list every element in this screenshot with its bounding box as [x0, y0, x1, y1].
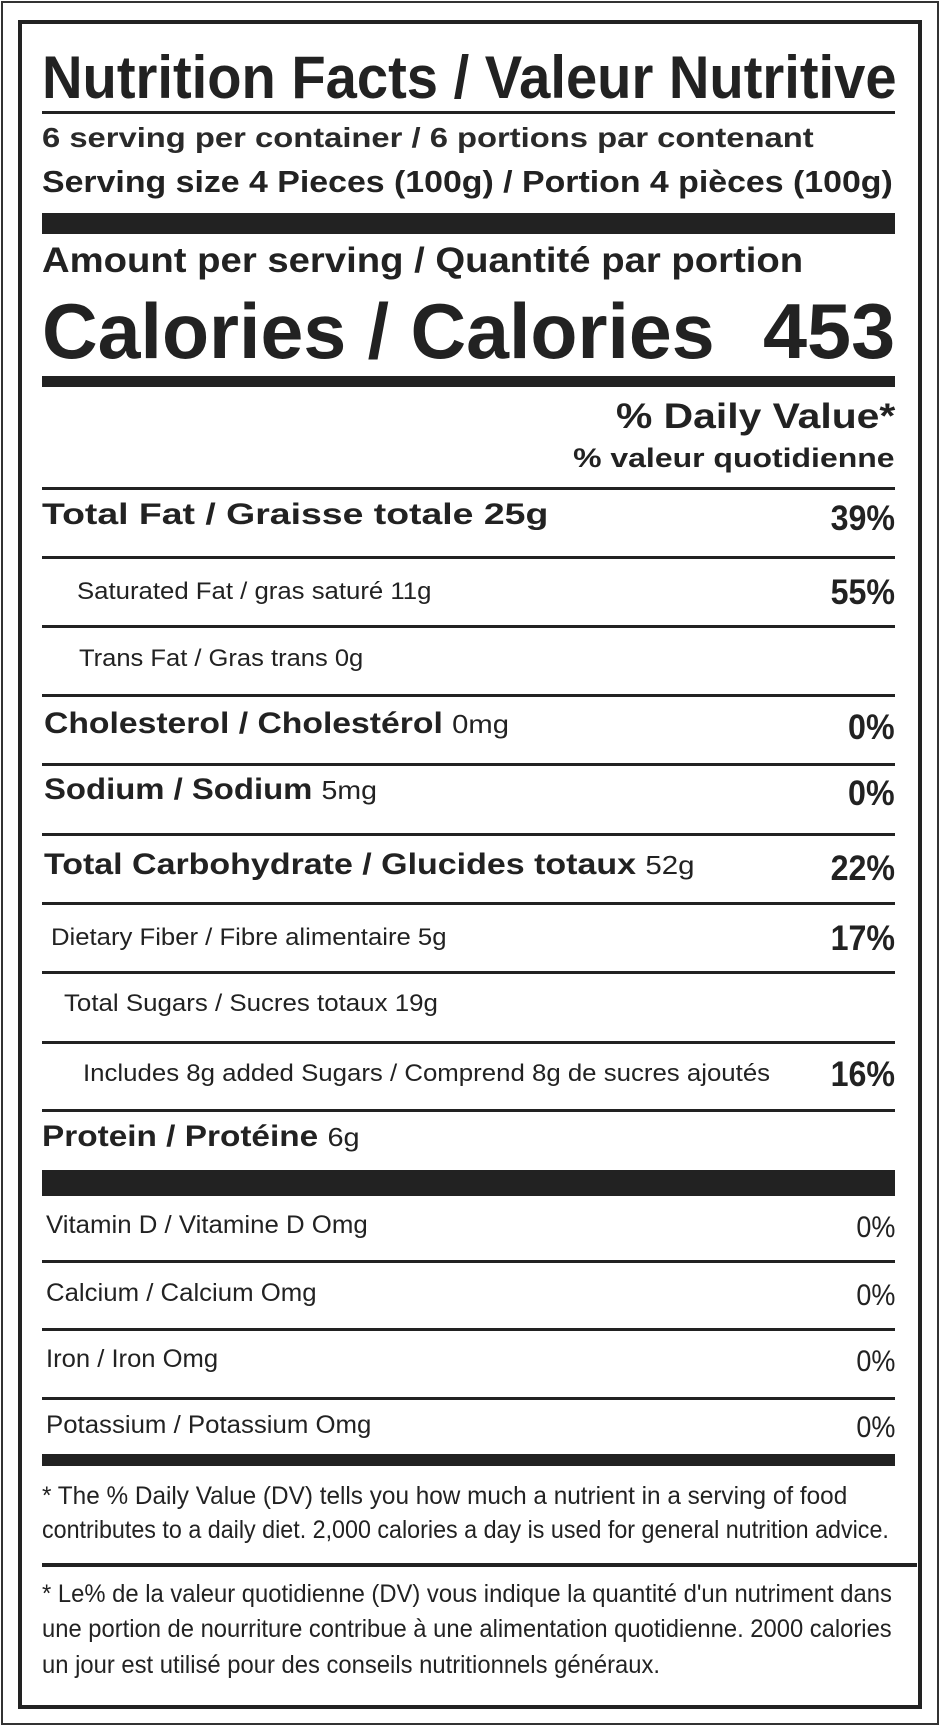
- daily-value-header-fr: % valeur quotidienne: [573, 443, 895, 473]
- nutrient-amount: 52g: [645, 850, 695, 880]
- divider: [42, 1328, 895, 1331]
- nutrient-name: Dietary Fiber / Fibre alimentaire 5g: [51, 924, 447, 951]
- nutrient-name: Includes 8g added Sugars / Comprend 8g d…: [83, 1060, 771, 1087]
- nutrient-name: Cholesterol / Cholestérol: [44, 707, 453, 740]
- daily-value-header: % Daily Value*: [615, 397, 895, 436]
- vitamin-row-label: Vitamin D / Vitamine D Omg: [46, 1211, 368, 1239]
- nutrient-daily-value: 39%: [830, 499, 895, 538]
- label-title: Nutrition Facts / Valeur Nutritive: [42, 44, 897, 111]
- nutrient-name: Saturated Fat / gras saturé 11g: [77, 578, 432, 605]
- nutrient-row-label: Includes 8g added Sugars / Comprend 8g d…: [83, 1059, 770, 1086]
- calories-label: Calories / Calories: [42, 287, 715, 375]
- divider: [42, 694, 895, 697]
- thick-divider: [42, 1170, 895, 1196]
- footnote-fr-line-3: un jour est utilisé pour des conseils nu…: [42, 1651, 660, 1679]
- footnote-en-line-1: * The % Daily Value (DV) tells you how m…: [42, 1482, 848, 1510]
- nutrient-daily-value: 0%: [848, 708, 895, 747]
- nutrient-name: Total Carbohydrate / Glucides totaux: [44, 848, 646, 881]
- divider: [42, 111, 895, 114]
- divider: [42, 971, 895, 974]
- nutrient-amount: 0mg: [452, 709, 509, 739]
- nutrient-amount: 5mg: [321, 775, 377, 805]
- nutrient-row-label: Total Sugars / Sucres totaux 19g: [64, 989, 438, 1016]
- vitamin-daily-value: 0%: [855, 1411, 895, 1444]
- divider: [42, 833, 895, 836]
- nutrient-daily-value: 17%: [830, 919, 895, 958]
- nutrient-daily-value: 55%: [830, 573, 895, 612]
- thick-divider: [42, 376, 895, 387]
- vitamin-daily-value: 0%: [855, 1279, 895, 1312]
- divider: [42, 1563, 917, 1567]
- divider: [42, 487, 895, 490]
- nutrient-row-label: Total Fat / Graisse totale 25g: [42, 500, 548, 530]
- footnote-en-line-2: contributes to a daily diet. 2,000 calor…: [42, 1516, 889, 1544]
- nutrient-name: Total Fat / Graisse totale 25g: [42, 498, 549, 531]
- nutrient-name: Protein / Protéine: [42, 1120, 328, 1153]
- footnote-fr-line-1: * Le% de la valeur quotidienne (DV) vous…: [42, 1580, 892, 1608]
- servings-per-container: 6 serving per container / 6 portions par…: [42, 122, 814, 153]
- divider: [42, 1260, 895, 1263]
- nutrient-row-label: Cholesterol / Cholestérol 0mg: [44, 709, 509, 739]
- serving-size: Serving size 4 Pieces (100g) / Portion 4…: [42, 164, 893, 199]
- nutrient-row-label: Trans Fat / Gras trans 0g: [79, 644, 363, 671]
- nutrient-daily-value: 22%: [830, 849, 895, 888]
- nutrient-daily-value: 16%: [830, 1055, 895, 1094]
- footnote-fr-line-2: une portion de nourriture contribue à un…: [42, 1615, 892, 1643]
- nutrient-amount: 6g: [327, 1122, 360, 1152]
- nutrient-daily-value: 0%: [848, 774, 895, 813]
- divider: [42, 902, 895, 905]
- thick-divider: [42, 213, 895, 234]
- nutrient-row-label: Protein / Protéine 6g: [42, 1122, 360, 1152]
- divider: [42, 1109, 895, 1112]
- divider: [42, 763, 895, 766]
- thick-divider: [42, 1454, 895, 1466]
- nutrient-name: Sodium / Sodium: [44, 773, 322, 806]
- vitamin-daily-value: 0%: [855, 1211, 895, 1244]
- nutrient-name: Total Sugars / Sucres totaux 19g: [64, 990, 438, 1017]
- nutrient-row-label: Sodium / Sodium 5mg: [44, 775, 377, 805]
- divider: [42, 1397, 895, 1400]
- amount-per-serving: Amount per serving / Quantité par portio…: [42, 241, 804, 280]
- divider: [42, 1041, 895, 1044]
- vitamin-row-label: Iron / Iron Omg: [46, 1345, 219, 1373]
- nutrient-name: Trans Fat / Gras trans 0g: [79, 645, 364, 672]
- vitamin-row-label: Potassium / Potassium Omg: [46, 1411, 372, 1439]
- divider: [42, 625, 895, 628]
- nutrient-row-label: Dietary Fiber / Fibre alimentaire 5g: [51, 923, 447, 950]
- vitamin-daily-value: 0%: [855, 1345, 895, 1378]
- calories-value: 453: [762, 287, 895, 375]
- vitamin-row-label: Calcium / Calcium Omg: [46, 1279, 317, 1307]
- divider: [42, 556, 895, 559]
- nutrient-row-label: Total Carbohydrate / Glucides totaux 52g: [44, 850, 695, 880]
- nutrient-row-label: Saturated Fat / gras saturé 11g: [77, 577, 431, 604]
- label-frame: [18, 20, 922, 1709]
